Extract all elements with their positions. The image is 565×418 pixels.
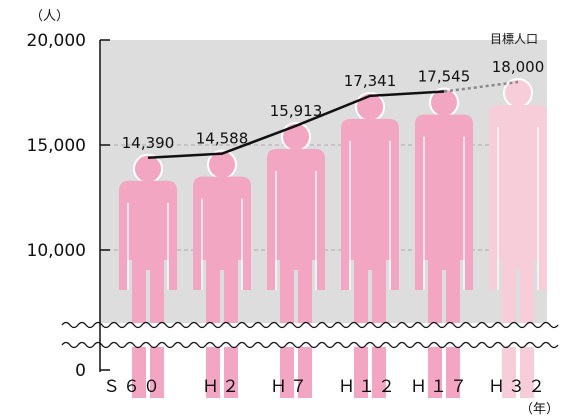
y-unit-label: （人） xyxy=(30,9,69,24)
person-figure xyxy=(489,78,547,398)
actual-trend-line xyxy=(147,90,445,160)
data-label: 14,588 xyxy=(196,130,249,148)
data-label: 17,341 xyxy=(344,72,397,90)
x-unit-label: （年） xyxy=(520,402,559,417)
category-labels: Ｓ６０ Ｈ２ Ｈ７ Ｈ１２ Ｈ１７ Ｈ３２ xyxy=(103,377,548,397)
y-tick-label: 20,000 xyxy=(27,31,86,51)
y-tick-label: 15,000 xyxy=(27,136,86,156)
trend-line xyxy=(147,80,519,160)
category-label: Ｈ１２ xyxy=(338,377,398,397)
category-label: Ｈ７ xyxy=(270,377,310,397)
category-label: Ｈ１７ xyxy=(410,377,470,397)
data-label: 18,000 xyxy=(492,58,545,76)
category-label: Ｓ６０ xyxy=(103,377,163,397)
y-axis-ticks: 20,000 15,000 10,000 0 xyxy=(27,31,110,381)
category-label: Ｈ３２ xyxy=(488,377,548,397)
axis-break-wave xyxy=(61,321,559,329)
target-population-annotation: 目標人口 xyxy=(490,32,538,46)
person-figure xyxy=(341,91,399,399)
y-tick-label: 0 xyxy=(75,361,86,381)
data-labels: 14,390 14,588 15,913 17,341 17,545 18,000 xyxy=(122,58,545,152)
figure-head xyxy=(133,153,163,184)
projected-trend-line xyxy=(443,80,519,93)
y-tick-label: 10,000 xyxy=(27,241,86,261)
person-figure xyxy=(415,87,473,399)
person-figure xyxy=(267,121,325,398)
axis-break xyxy=(61,321,559,349)
data-label: 14,390 xyxy=(122,134,175,152)
data-label: 15,913 xyxy=(270,102,323,120)
category-label: Ｈ２ xyxy=(202,377,242,397)
axis-break-wave xyxy=(61,341,559,349)
data-label: 17,545 xyxy=(418,68,471,86)
